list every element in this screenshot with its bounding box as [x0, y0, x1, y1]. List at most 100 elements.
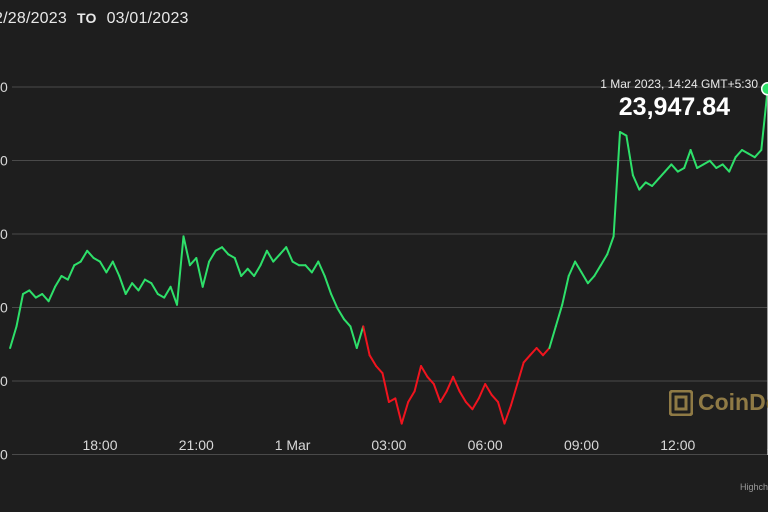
y-tick-label: 0: [0, 300, 8, 316]
series-segment: [143, 278, 153, 285]
series-segment: [586, 275, 596, 285]
x-tick-label: 21:00: [179, 437, 214, 453]
series-segment: [554, 303, 564, 328]
series-segment: [355, 325, 365, 349]
series-segment: [458, 390, 467, 403]
series-segment: [92, 257, 101, 263]
series-segment: [278, 246, 288, 256]
series-segment: [426, 375, 435, 385]
y-tick-label: 0: [0, 373, 8, 389]
series-segment: [368, 354, 378, 367]
series-segment: [285, 246, 294, 263]
x-tick-label: 12:00: [660, 437, 695, 453]
series-segment: [259, 249, 268, 267]
series-segment: [612, 131, 621, 238]
series-segment: [317, 260, 326, 277]
series-segment: [574, 260, 583, 274]
series-segment: [291, 260, 300, 267]
series-segment: [657, 170, 666, 180]
series-segment: [625, 134, 634, 177]
series-segment: [522, 354, 532, 364]
series-segment: [176, 235, 185, 306]
series-segment: [741, 149, 750, 155]
date-range: 2/28/2023 TO 03/01/2023: [0, 10, 189, 28]
series-segment: [131, 282, 140, 292]
series-segment: [208, 249, 217, 263]
series-segment: [34, 293, 44, 299]
series-segment: [214, 246, 223, 252]
series-segment: [747, 152, 756, 159]
series-segment: [644, 181, 654, 187]
series-segment: [394, 397, 403, 425]
series-segment: [310, 260, 320, 274]
series-segment: [631, 174, 641, 191]
y-tick-label: 0: [0, 447, 8, 463]
series-segment: [728, 156, 737, 173]
series-segment: [599, 253, 609, 267]
series-segment: [227, 253, 236, 259]
series-segment: [702, 159, 711, 166]
highlight-point[interactable]: [760, 82, 768, 96]
series-segment: [349, 325, 358, 349]
series-segment: [54, 275, 63, 288]
series-segment: [105, 260, 114, 274]
series-segment: [221, 246, 230, 256]
x-tick-label: 09:00: [564, 437, 599, 453]
series-segment: [516, 361, 525, 385]
start-date[interactable]: 2/28/2023: [0, 10, 67, 27]
series-segment: [593, 264, 602, 277]
series-segment: [265, 249, 275, 263]
series-segment: [721, 163, 731, 173]
series-segment: [676, 167, 686, 173]
y-tick-label: 0: [0, 153, 8, 169]
series-segment: [484, 383, 493, 396]
series-segment: [619, 131, 628, 137]
series-segment: [567, 260, 577, 277]
series-segment: [753, 149, 763, 159]
series-segment: [86, 249, 95, 259]
x-tick-label: 1 Mar: [275, 437, 311, 453]
series-segment: [272, 253, 281, 263]
series-segment: [432, 383, 442, 403]
series-segment: [169, 285, 178, 306]
series-segment: [201, 260, 211, 288]
series-segment: [79, 249, 89, 263]
y-tick-label: 0: [0, 226, 8, 242]
series-segment: [9, 325, 18, 349]
series-segment: [323, 275, 333, 295]
series-segment: [445, 375, 455, 393]
series-segment: [330, 293, 339, 310]
series-segment: [407, 390, 416, 403]
coindesk-logo-icon: [669, 389, 693, 416]
series-segment: [137, 278, 146, 292]
series-segment: [477, 383, 487, 400]
end-date[interactable]: 03/01/2023: [106, 10, 189, 27]
series-segment: [734, 149, 743, 159]
series-segment: [670, 163, 679, 173]
series-segment: [66, 264, 76, 281]
series-segment: [715, 163, 724, 169]
series-segment: [420, 365, 429, 378]
coindesk-watermark: CoinDe: [669, 389, 768, 416]
highcharts-credit[interactable]: Highch: [740, 482, 768, 492]
x-tick-label: 06:00: [468, 437, 503, 453]
series-segment: [542, 347, 551, 357]
series-segment: [561, 275, 570, 306]
series-segment: [696, 163, 705, 169]
series-segment: [233, 257, 243, 277]
series-segment: [439, 390, 448, 403]
series-segment: [343, 318, 352, 328]
series-segment: [529, 347, 538, 357]
series-segment: [73, 260, 82, 267]
series-segment: [150, 282, 159, 295]
x-tick-label: 18:00: [82, 437, 117, 453]
series-segment: [253, 264, 262, 277]
series-segment: [452, 375, 461, 393]
series-segment: [195, 257, 204, 288]
series-segment: [246, 267, 256, 277]
series-segment: [111, 260, 121, 277]
series-segment: [490, 393, 499, 403]
series-segment: [336, 307, 345, 321]
series-segment: [15, 293, 24, 328]
tooltip-datetime: 1 Mar 2023, 14:24 GMT+5:30: [600, 77, 758, 91]
